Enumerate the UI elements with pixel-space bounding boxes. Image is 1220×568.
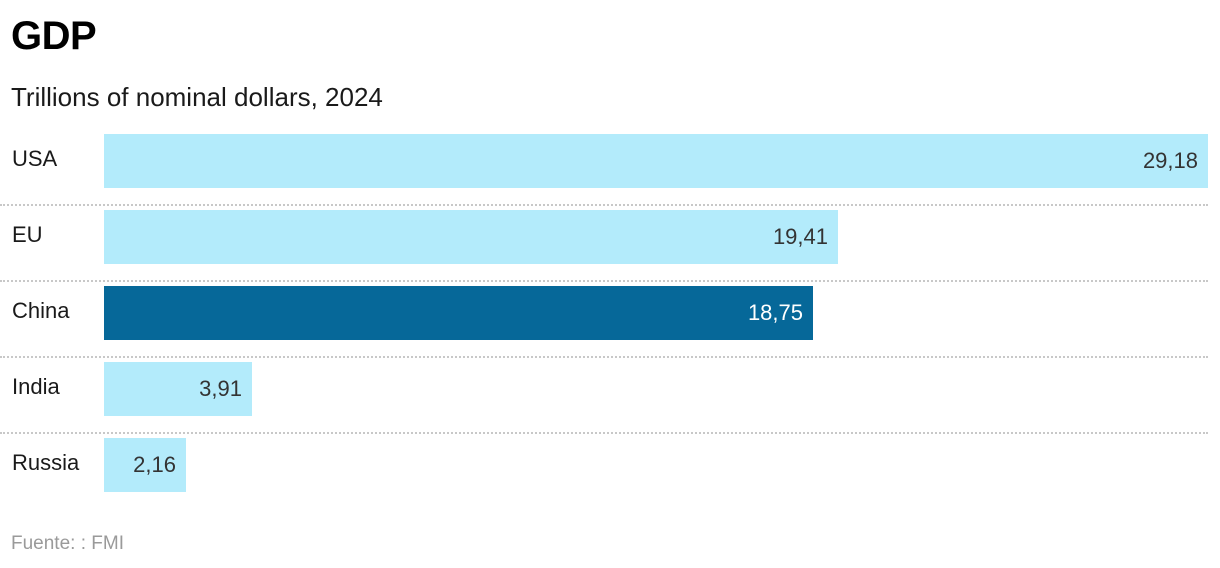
bar-india: 3,91 — [104, 362, 252, 416]
source-note: Fuente: : FMI — [11, 533, 124, 554]
bar-track: 18,75 — [104, 286, 1208, 340]
category-label: China — [12, 298, 70, 323]
bar-track: 3,91 — [104, 362, 1208, 416]
data-label: 2,16 — [133, 452, 176, 477]
data-label: 29,18 — [1142, 148, 1198, 173]
bar-china: 18,75 — [104, 286, 813, 340]
bar-usa: 29,18 — [104, 134, 1208, 188]
chart-row: Russia 2,16 — [0, 434, 1208, 510]
chart-title: GDP — [11, 14, 97, 58]
category-label: EU — [12, 222, 43, 247]
category-label: India — [12, 374, 60, 399]
data-label: 18,75 — [747, 300, 803, 325]
chart-row: India 3,91 — [0, 358, 1208, 434]
bar-track: 29,18 — [104, 134, 1208, 188]
chart-row: China 18,75 — [0, 282, 1208, 358]
bar-track: 19,41 — [104, 210, 1208, 264]
bar-chart: USA 29,18 EU 19,41 China 18,75 India 3,91 Russia… — [0, 130, 1220, 510]
chart-subtitle: Trillions of nominal dollars, 2024 — [11, 82, 383, 112]
bar-track: 2,16 — [104, 438, 1208, 492]
chart-row: USA 29,18 — [0, 130, 1208, 206]
data-label: 19,41 — [772, 224, 828, 249]
bar-eu: 19,41 — [104, 210, 838, 264]
bar-russia: 2,16 — [104, 438, 186, 492]
category-label: Russia — [12, 450, 80, 475]
data-label: 3,91 — [199, 376, 242, 401]
category-label: USA — [12, 146, 58, 171]
chart-row: EU 19,41 — [0, 206, 1208, 282]
